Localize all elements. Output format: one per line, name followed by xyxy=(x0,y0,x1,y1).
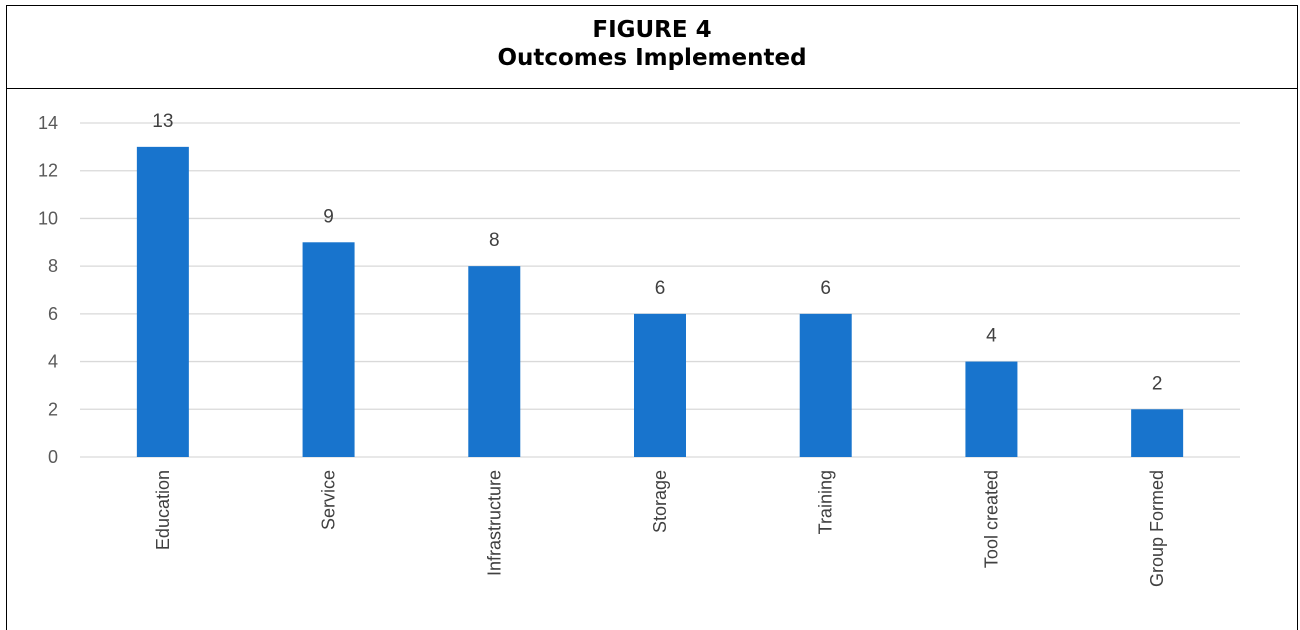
y-tick-label: 2 xyxy=(48,399,58,419)
data-label: 4 xyxy=(986,326,997,347)
data-label: 6 xyxy=(655,278,666,299)
x-tick-label: Storage xyxy=(650,470,670,533)
x-axis: Education Service Infrastructure Storage Tra… xyxy=(153,470,1167,587)
bar xyxy=(634,313,686,457)
data-labels: 13 9 8 6 6 4 2 xyxy=(152,111,1162,394)
y-tick-label: 14 xyxy=(38,113,58,133)
bar xyxy=(468,266,521,457)
bars xyxy=(136,146,1184,457)
y-tick-label: 12 xyxy=(38,161,58,181)
bar xyxy=(1131,409,1184,457)
data-label: 9 xyxy=(323,206,334,227)
bar xyxy=(799,313,852,457)
y-tick-label: 10 xyxy=(38,208,58,228)
y-tick-label: 0 xyxy=(48,447,58,467)
x-tick-label: Training xyxy=(816,470,836,534)
figure-header: FIGURE 4 Outcomes Implemented xyxy=(7,6,1297,89)
data-label: 13 xyxy=(152,111,173,132)
figure-frame: FIGURE 4 Outcomes Implemented xyxy=(6,5,1298,630)
x-tick-label: Education xyxy=(153,470,173,550)
data-label: 2 xyxy=(1152,373,1163,394)
data-label: 8 xyxy=(489,230,500,251)
data-label: 6 xyxy=(820,278,831,299)
x-tick-label: Service xyxy=(319,470,339,530)
bar xyxy=(965,361,1018,457)
figure-label: FIGURE 4 xyxy=(592,17,712,43)
bar xyxy=(302,242,355,457)
bar xyxy=(136,146,189,457)
y-tick-label: 6 xyxy=(48,304,58,324)
y-tick-label: 4 xyxy=(48,352,58,372)
x-tick-label: Infrastructure xyxy=(484,470,504,576)
y-tick-label: 8 xyxy=(48,256,58,276)
x-tick-label: Tool created xyxy=(981,470,1001,568)
chart-title: Outcomes Implemented xyxy=(497,45,807,71)
x-tick-label: Group Formed xyxy=(1147,470,1167,587)
y-axis: 0 2 4 6 8 10 12 14 xyxy=(38,113,58,467)
